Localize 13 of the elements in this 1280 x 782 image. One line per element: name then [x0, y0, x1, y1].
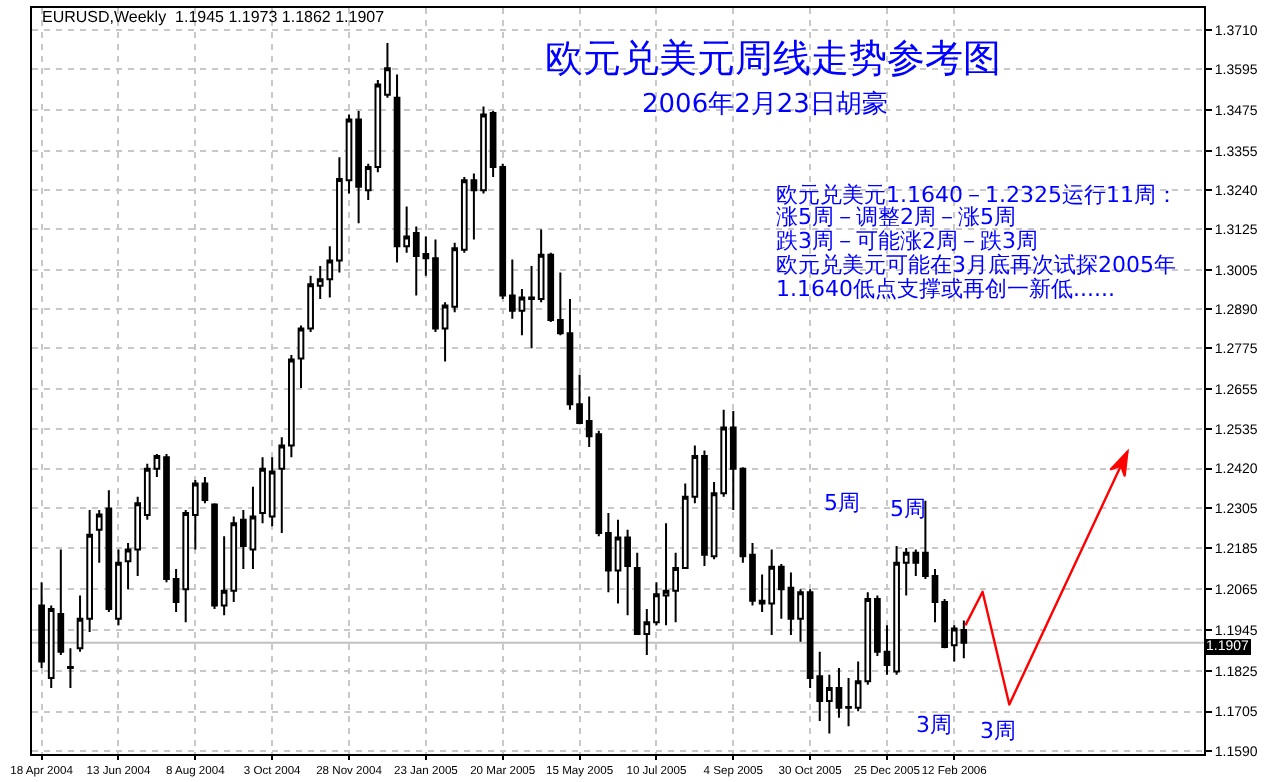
annotation: 涨5周－调整2周－涨5周	[776, 204, 1016, 230]
text: 2006年2月23日胡豪	[642, 90, 888, 120]
annotation: 3周	[980, 718, 1016, 744]
annotation: 1.1640低点支撑或再创一新低......	[776, 276, 1115, 302]
annotation: 欧元兑美元可能在3月底再次试探2005年	[776, 252, 1176, 278]
annotation: 3周	[916, 712, 952, 738]
candlestick	[67, 647, 74, 690]
annotation: 欧元兑美元1.1640－1.2325运行11周：	[776, 182, 1178, 208]
annotation: 跌3周－可能涨2周－跌3周	[776, 228, 1038, 254]
annotation: 5周	[890, 496, 926, 522]
annotation: EURUSD,Weekly 1.1945 1.1973 1.1862 1.1907	[42, 8, 386, 26]
annotation: 5周	[824, 490, 860, 516]
text: 欧元兑美元周线走势参考图	[544, 36, 1001, 81]
